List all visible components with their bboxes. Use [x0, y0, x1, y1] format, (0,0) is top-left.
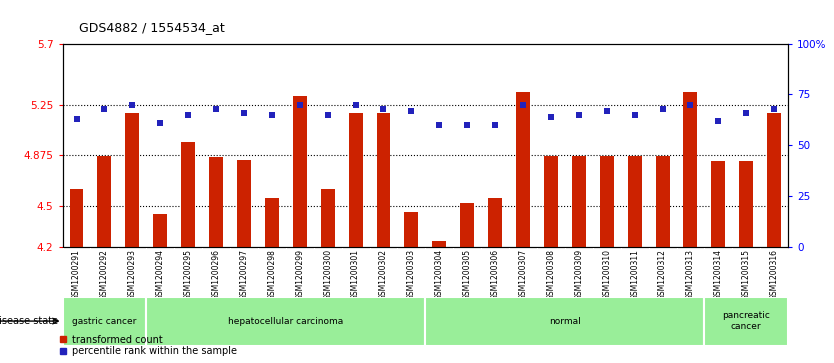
Text: GSM1200295: GSM1200295: [183, 249, 193, 300]
Text: GSM1200314: GSM1200314: [714, 249, 723, 300]
Point: [321, 112, 334, 118]
Bar: [684, 92, 697, 247]
Text: GSM1200308: GSM1200308: [546, 249, 555, 300]
Point: [711, 118, 725, 124]
Bar: [516, 92, 530, 247]
Bar: [63, 297, 146, 346]
Point: [293, 102, 306, 107]
Text: hepatocellular carcinoma: hepatocellular carcinoma: [229, 317, 344, 326]
Point: [182, 112, 195, 118]
Text: GSM1200313: GSM1200313: [686, 249, 695, 300]
Point: [265, 112, 279, 118]
Text: gastric cancer: gastric cancer: [73, 317, 137, 326]
Point: [600, 108, 614, 114]
Bar: [153, 214, 167, 247]
Text: GSM1200304: GSM1200304: [435, 249, 444, 301]
Bar: [321, 188, 334, 247]
Bar: [460, 204, 475, 247]
Text: GSM1200293: GSM1200293: [128, 249, 137, 300]
Point: [572, 112, 585, 118]
Point: [628, 112, 641, 118]
Point: [153, 120, 167, 126]
Text: GSM1200310: GSM1200310: [602, 249, 611, 300]
Bar: [705, 297, 788, 346]
Point: [489, 122, 502, 128]
Text: GSM1200291: GSM1200291: [72, 249, 81, 300]
Text: disease state: disease state: [0, 316, 58, 326]
Text: GSM1200301: GSM1200301: [351, 249, 360, 300]
Text: GDS4882 / 1554534_at: GDS4882 / 1554534_at: [79, 21, 225, 34]
Text: GSM1200315: GSM1200315: [741, 249, 751, 300]
Point: [545, 114, 558, 120]
Point: [404, 108, 418, 114]
Text: GSM1200298: GSM1200298: [268, 249, 276, 300]
Point: [684, 102, 697, 107]
Text: GSM1200309: GSM1200309: [575, 249, 583, 301]
Text: GSM1200302: GSM1200302: [379, 249, 388, 300]
Bar: [125, 113, 139, 247]
Text: GSM1200305: GSM1200305: [463, 249, 472, 301]
Text: GSM1200292: GSM1200292: [100, 249, 109, 300]
Point: [126, 102, 139, 107]
Bar: [432, 241, 446, 247]
Bar: [656, 156, 670, 247]
Bar: [265, 198, 279, 247]
Text: GSM1200306: GSM1200306: [490, 249, 500, 301]
Bar: [600, 156, 614, 247]
Bar: [209, 158, 223, 247]
Point: [377, 106, 390, 111]
Text: GSM1200316: GSM1200316: [770, 249, 779, 300]
Point: [349, 102, 362, 107]
Text: GSM1200303: GSM1200303: [407, 249, 416, 301]
Bar: [739, 162, 753, 247]
Bar: [293, 97, 307, 247]
Point: [516, 102, 530, 107]
Bar: [404, 212, 419, 247]
Bar: [98, 156, 112, 247]
Bar: [767, 113, 781, 247]
Point: [433, 122, 446, 128]
Bar: [425, 297, 705, 346]
Bar: [572, 156, 585, 247]
Point: [237, 110, 250, 115]
Text: GSM1200312: GSM1200312: [658, 249, 667, 300]
Bar: [349, 113, 363, 247]
Text: GSM1200307: GSM1200307: [519, 249, 528, 301]
Text: pancreatic
cancer: pancreatic cancer: [722, 311, 771, 331]
Text: GSM1200297: GSM1200297: [239, 249, 249, 300]
Bar: [544, 156, 558, 247]
Point: [98, 106, 111, 111]
Point: [460, 122, 474, 128]
Legend: transformed count, percentile rank within the sample: transformed count, percentile rank withi…: [59, 335, 237, 356]
Text: GSM1200294: GSM1200294: [156, 249, 165, 300]
Bar: [711, 162, 726, 247]
Bar: [146, 297, 425, 346]
Bar: [488, 198, 502, 247]
Bar: [376, 113, 390, 247]
Point: [740, 110, 753, 115]
Point: [70, 116, 83, 122]
Text: GSM1200311: GSM1200311: [631, 249, 639, 300]
Bar: [237, 160, 251, 247]
Bar: [69, 188, 83, 247]
Point: [767, 106, 781, 111]
Bar: [181, 143, 195, 247]
Text: GSM1200299: GSM1200299: [295, 249, 304, 300]
Text: normal: normal: [549, 317, 580, 326]
Text: GSM1200300: GSM1200300: [323, 249, 332, 301]
Point: [209, 106, 223, 111]
Point: [656, 106, 669, 111]
Bar: [628, 156, 641, 247]
Text: GSM1200296: GSM1200296: [212, 249, 220, 300]
